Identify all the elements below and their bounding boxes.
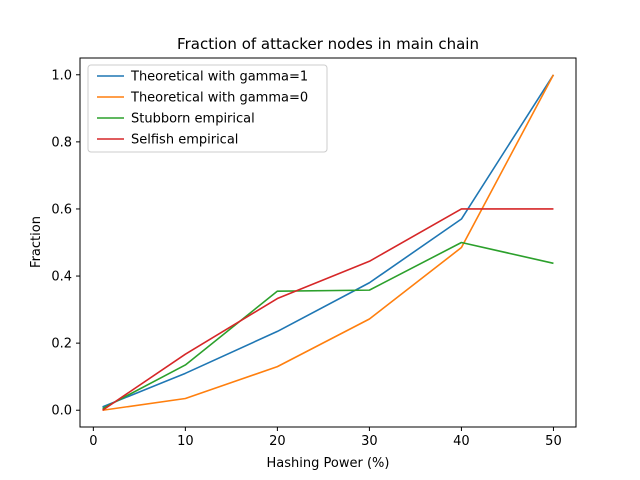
y-axis-label: Fraction — [29, 216, 44, 268]
series-line-theoretical-with-gamma-0 — [102, 74, 555, 412]
x-tick-label: 20 — [269, 434, 286, 449]
legend-label: Stubborn empirical — [131, 112, 255, 127]
x-tick-label: 50 — [545, 434, 562, 449]
legend-label: Theoretical with gamma=1 — [130, 70, 308, 85]
series-line-selfish-empirical — [102, 208, 554, 411]
y-tick-label: 1.0 — [51, 68, 72, 83]
legend-box — [87, 64, 328, 153]
x-axis-label: Hashing Power (%) — [267, 456, 390, 471]
series-layer — [102, 74, 555, 412]
x-tick-label: 0 — [89, 434, 97, 449]
series-line-theoretical-with-gamma-1 — [102, 74, 555, 408]
y-tick-label: 0.4 — [51, 270, 72, 285]
plot-frame — [79, 57, 577, 428]
y-tick-label: 0.2 — [51, 337, 72, 352]
legend-label: Selfish empirical — [131, 133, 238, 148]
x-tick-label: 10 — [177, 434, 194, 449]
x-tick-label: 40 — [453, 434, 470, 449]
y-axis: 0.0 0.2 0.4 0.6 0.8 1.0 — [51, 68, 80, 419]
y-tick-label: 0.8 — [51, 135, 72, 150]
x-tick-label: 30 — [361, 434, 378, 449]
y-tick-label: 0.6 — [51, 202, 72, 217]
y-tick-label: 0.0 — [51, 404, 72, 419]
series-line-stubborn-empirical — [102, 241, 554, 410]
chart-title: Fraction of attacker nodes in main chain — [177, 35, 479, 53]
x-axis: 0 10 20 30 40 50 — [89, 427, 562, 449]
legend: Theoretical with gamma=1 Theoretical with… — [87, 64, 328, 153]
legend-label: Theoretical with gamma=0 — [130, 91, 308, 106]
